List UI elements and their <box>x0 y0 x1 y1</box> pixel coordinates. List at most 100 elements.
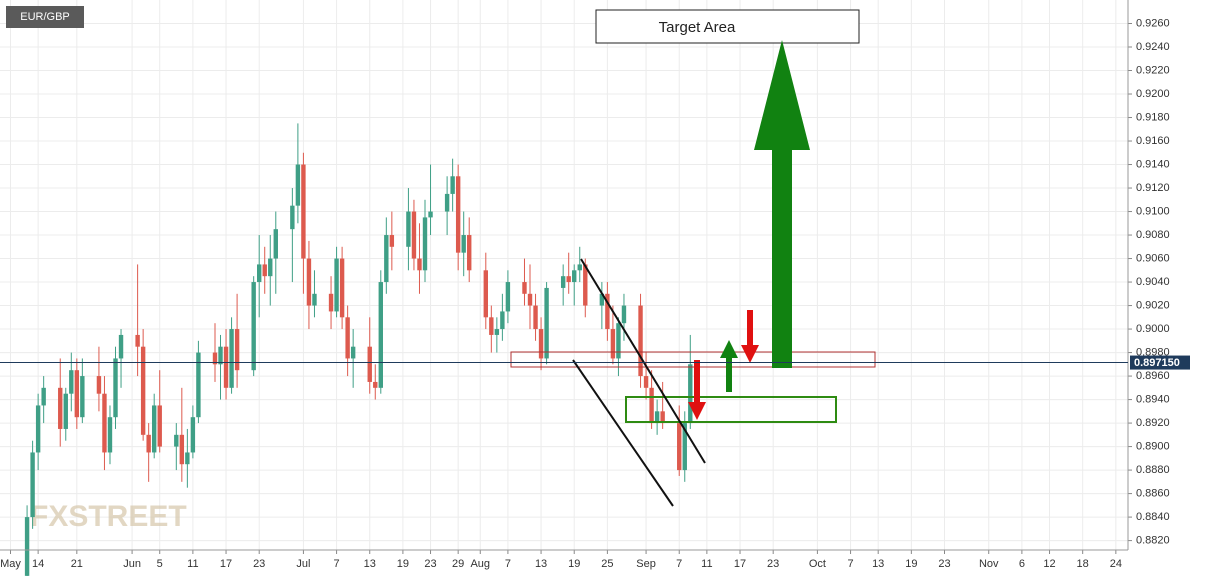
candle-body <box>688 364 693 424</box>
x-tick-label: May <box>0 558 21 570</box>
symbol: EUR/GBP <box>20 11 70 23</box>
x-tick-label: Sep <box>636 558 656 570</box>
grid-layer <box>0 0 1128 550</box>
x-tick-label: Aug <box>470 558 490 570</box>
candle-body <box>527 293 533 306</box>
candle-body <box>312 293 317 306</box>
x-tick-label: 23 <box>424 558 436 570</box>
candle-body <box>268 258 273 277</box>
x-tick-label: 23 <box>938 558 950 570</box>
candle-body <box>583 264 588 306</box>
candle-body <box>334 258 339 312</box>
y-tick-label: 0.8860 <box>1136 487 1170 499</box>
candle-body <box>257 264 262 283</box>
candle-body <box>444 193 450 212</box>
candle-body <box>102 393 107 453</box>
candle-body <box>328 293 334 312</box>
x-tick-label: 11 <box>187 558 198 570</box>
candle-body <box>572 270 577 283</box>
candle-body <box>41 387 46 406</box>
down-arrow <box>741 310 759 363</box>
candle-body <box>577 264 582 271</box>
target-label: Target Area <box>659 19 736 36</box>
overlay: Target Area <box>510 9 876 507</box>
channel-line <box>580 258 706 464</box>
candle-body <box>229 329 234 388</box>
candle-body <box>301 164 306 259</box>
candle-body <box>378 282 383 388</box>
candle-body <box>295 164 301 206</box>
symbol-badge <box>6 6 84 28</box>
y-tick-label: 0.9160 <box>1136 135 1170 147</box>
candle-body <box>682 423 687 471</box>
candle-body <box>505 282 511 312</box>
candle-body <box>566 276 571 283</box>
x-tick-label: Oct <box>809 558 826 570</box>
x-tick-label: 17 <box>734 558 746 570</box>
x-tick-label: 25 <box>601 558 613 570</box>
candle-body <box>467 235 472 271</box>
candle-body <box>58 387 63 429</box>
channel-line <box>572 359 674 507</box>
x-tick-label: 12 <box>1043 558 1055 570</box>
candle-body <box>428 211 433 218</box>
candle-body <box>190 417 196 453</box>
candle-body <box>660 411 665 424</box>
candle-body <box>107 417 113 453</box>
watermark: FXSTREET <box>30 500 187 533</box>
y-tick-label: 0.8840 <box>1136 511 1170 523</box>
x-tick-label: Jul <box>296 558 310 570</box>
x-tick-label: 7 <box>676 558 682 570</box>
candle-body <box>533 305 538 330</box>
x-tick-label: 21 <box>71 558 83 570</box>
support-box <box>625 396 837 423</box>
last-price-badge <box>1130 355 1190 370</box>
candle-body <box>367 346 372 382</box>
y-tick-label: 0.9200 <box>1136 88 1170 100</box>
x-tick-label: 7 <box>505 558 511 570</box>
candle-body <box>234 329 240 371</box>
candle-body <box>306 258 312 306</box>
y-tick-label: 0.8940 <box>1136 393 1170 405</box>
candle-body <box>389 235 395 247</box>
y-tick-label: 0.9220 <box>1136 64 1170 76</box>
candle-body <box>179 434 185 465</box>
x-tick-label: 17 <box>220 558 232 570</box>
axes-layer: 0.8820 0.8840 0.8860 0.8880 0.8900 0.8920 0.89… <box>0 0 1190 570</box>
y-tick-label: 0.9100 <box>1136 205 1170 217</box>
candle-body <box>151 405 157 453</box>
y-tick-label: 0.9040 <box>1136 276 1170 288</box>
x-tick-label: 29 <box>452 558 464 570</box>
y-tick-label: 0.8820 <box>1136 535 1170 547</box>
y-tick-label: 0.9080 <box>1136 229 1170 241</box>
candle-body <box>538 329 544 359</box>
candle-body <box>544 287 549 359</box>
candle-body <box>621 305 627 324</box>
candle-body <box>406 211 411 247</box>
big-up-arrow <box>754 40 810 368</box>
candle-body <box>522 282 527 294</box>
candle-body <box>489 317 494 335</box>
candle-body <box>118 334 124 359</box>
candle-body <box>35 405 41 453</box>
candle-body <box>63 393 68 429</box>
candle-body <box>411 211 417 259</box>
x-tick-label: 18 <box>1077 558 1089 570</box>
candle-body <box>24 517 30 576</box>
x-tick-label: 13 <box>872 558 884 570</box>
candle-body <box>157 405 162 447</box>
candle-body <box>450 176 455 194</box>
candle-body <box>174 434 179 447</box>
down-arrow <box>688 360 706 420</box>
candle-body <box>461 235 466 253</box>
up-arrow <box>720 340 738 392</box>
candle-body <box>350 346 356 359</box>
candle-body <box>494 329 500 335</box>
x-tick-label: 13 <box>364 558 376 570</box>
candle-body <box>560 276 566 288</box>
candle-body <box>218 346 223 365</box>
candle-body <box>69 370 74 394</box>
candle-body <box>113 358 118 418</box>
